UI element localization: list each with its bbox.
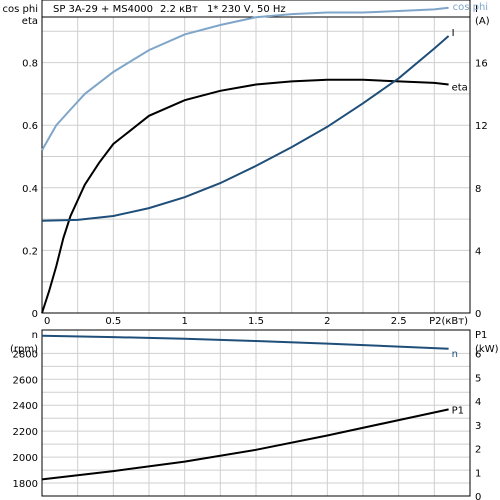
series-line-P1: [41, 408, 449, 481]
bottom-left-axis-title: n: [32, 330, 38, 341]
header-supply: 1* 230 V, 50 Hz: [207, 4, 286, 15]
header-model: SP 3A-29 + MS4000: [53, 4, 153, 15]
bottom-plot-frame: [41, 329, 471, 497]
top-left-tick-label: 0.6: [22, 121, 38, 132]
series-line-n: [41, 334, 449, 350]
top-right-tick-label: 0: [475, 309, 481, 320]
x-tick-label: 0: [44, 316, 50, 327]
bottom-series: [41, 334, 449, 481]
bottom-left-tick-label: 2400: [13, 401, 38, 412]
header-power: 2.2 кВт: [160, 4, 198, 15]
bottom-left-tick-label: 2000: [13, 453, 38, 464]
top-right-tick-label: 4: [475, 246, 481, 257]
top-grid: [42, 17, 470, 313]
top-left-tick-label: 0.8: [22, 59, 38, 70]
top-right-tick-label: 8: [475, 184, 481, 195]
bottom-right-tick-label: 1: [475, 468, 481, 479]
chart-header: SP 3A-29 + MS4000 2.2 кВт 1* 230 V, 50 H…: [53, 4, 286, 15]
bottom-left-tick-label: 2600: [13, 375, 38, 386]
series-line-eta: [41, 78, 449, 314]
top-right-axis-title: (A): [475, 16, 490, 27]
x-tick-label: 1: [181, 316, 187, 327]
bottom-right-tick-label: 0: [475, 492, 481, 500]
bottom-labels: 1800 2000 2200 2400 2600 2800 0 1 2 3 4 5 6 n (rpm) P1 (…: [10, 330, 499, 500]
top-left-tick-label: 0.2: [22, 246, 38, 257]
series-line-cos-phi: [41, 6, 449, 151]
x-tick-label: 0.5: [105, 316, 121, 327]
bottom-right-tick-label: 5: [475, 373, 481, 384]
bottom-left-tick-label: 1800: [13, 479, 38, 490]
top-left-tick-label: 0.4: [22, 184, 38, 195]
bottom-right-tick-label: 4: [475, 397, 481, 408]
series-line-I: [41, 35, 450, 222]
bottom-right-tick-label: 2: [475, 445, 481, 456]
bottom-chart: 1800 2000 2200 2400 2600 2800 0 1 2 3 4 5 6 n (rpm) P1 (…: [10, 329, 499, 500]
top-right-tick-label: 16: [475, 59, 488, 70]
bottom-right-tick-label: 6: [475, 350, 481, 361]
top-left-tick-label: 0: [32, 309, 38, 320]
series-label-I: I: [452, 28, 455, 39]
bottom-right-tick-label: 3: [475, 421, 481, 432]
series-label-n: n: [452, 349, 458, 360]
x-tick-label: 1.5: [248, 316, 264, 327]
bottom-left-tick-label: 2200: [13, 427, 38, 438]
top-right-tick-label: 12: [475, 121, 488, 132]
series-label-eta: eta: [452, 83, 468, 94]
bottom-right-axis-title: (kW): [475, 344, 499, 355]
x-tick-label: 2: [324, 316, 330, 327]
bottom-left-tick-label: 2800: [13, 349, 38, 360]
x-axis-title: P2(кВт): [429, 316, 468, 327]
series-label-P1: P1: [452, 405, 464, 416]
bottom-left-axis-title: (rpm): [10, 344, 38, 355]
top-plot-frame: [41, 0, 471, 314]
bottom-grid: [42, 330, 470, 496]
top-left-axis-title: cos phi: [3, 4, 38, 15]
x-tick-label: 2.5: [391, 316, 407, 327]
top-right-axis-title: I: [475, 4, 478, 15]
top-left-axis-title: eta: [22, 16, 38, 27]
top-series: [41, 6, 450, 314]
bottom-right-axis-title: P1: [475, 330, 487, 341]
series-label-cos-phi: cos phi: [453, 2, 488, 13]
